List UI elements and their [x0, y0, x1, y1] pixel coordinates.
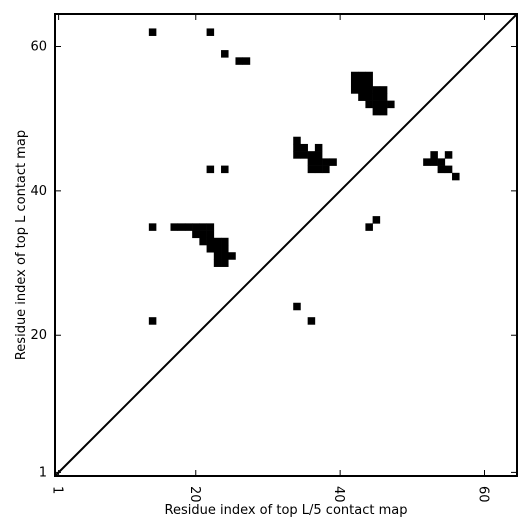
plot-frame [54, 13, 518, 477]
contact-cell [307, 165, 316, 174]
contact-cell [314, 158, 323, 166]
contact-cell [358, 78, 366, 87]
contact-cell [350, 78, 359, 87]
contact-cell [387, 100, 395, 109]
contact-cell [199, 230, 207, 239]
contact-cell [365, 86, 373, 94]
y-tick-label: 1 [39, 465, 47, 480]
contact-cell [307, 151, 316, 159]
contact-cell [372, 93, 381, 101]
contact-cell [235, 57, 243, 65]
contact-cell [307, 158, 316, 166]
x-tick-label: 1 [50, 486, 65, 494]
contact-cell [148, 28, 157, 36]
contact-cell [293, 136, 301, 145]
contact-cell [452, 172, 460, 181]
contact-cell [148, 317, 157, 325]
contact-cell [430, 151, 438, 159]
contact-cell [379, 93, 388, 101]
contact-cell [300, 151, 308, 159]
contact-cell [300, 143, 308, 152]
contact-cell [206, 230, 215, 239]
contact-cell [221, 237, 229, 246]
contact-cell [307, 317, 316, 325]
contact-cell [221, 259, 229, 267]
contact-cell [242, 57, 251, 65]
contact-cell [350, 71, 359, 80]
contact-cell [444, 165, 453, 174]
contact-cell [170, 223, 179, 231]
contact-cell [199, 223, 207, 231]
contact-cell [293, 143, 301, 152]
contact-cell [358, 93, 366, 101]
contact-cell [206, 28, 215, 36]
contact-cell [177, 223, 186, 231]
contact-cell [365, 78, 373, 87]
y-axis-label: Residue index of top L contact map [14, 130, 29, 360]
contact-cell [437, 165, 446, 174]
contact-cell [199, 237, 207, 246]
contact-cell [372, 100, 381, 109]
contact-cell [192, 230, 200, 239]
contact-cell [213, 245, 222, 253]
contact-cell [365, 93, 373, 101]
contact-cell [148, 223, 157, 231]
contact-cell [206, 237, 215, 246]
contact-cell [358, 86, 366, 94]
y-tick-label: 20 [30, 328, 47, 343]
contact-cells [148, 28, 460, 325]
contact-cell [206, 223, 215, 231]
contact-cell [379, 86, 388, 94]
contact-cell [221, 252, 229, 260]
contact-cell [314, 143, 323, 152]
x-axis-label: Residue index of top L/5 contact map [165, 503, 408, 518]
contact-cell [350, 86, 359, 94]
y-tick-label: 60 [30, 39, 47, 54]
contact-cell [372, 86, 381, 94]
contact-cell [184, 223, 193, 231]
x-tick-label: 60 [476, 486, 491, 503]
contact-cell [358, 71, 366, 80]
x-tick-label: 40 [331, 486, 346, 503]
contact-cell [213, 259, 222, 267]
axis-ticks: 1 20 40 60 1 20 40 60 [30, 14, 517, 503]
contact-cell [430, 158, 438, 166]
contact-cell [365, 71, 373, 80]
contact-cell [322, 165, 330, 174]
contact-cell [206, 245, 215, 253]
contact-cell [192, 223, 200, 231]
contact-cell [444, 151, 453, 159]
contact-cell [423, 158, 431, 166]
contact-cell [213, 237, 222, 246]
diagonal-line [54, 13, 518, 477]
contact-cell [293, 302, 301, 311]
contact-cell [206, 165, 215, 174]
contact-cell [221, 165, 229, 174]
contact-cell [365, 223, 373, 231]
contact-cell [329, 158, 337, 166]
contact-cell [379, 107, 388, 116]
contact-cell [365, 100, 373, 109]
contact-cell [437, 158, 446, 166]
contact-cell [314, 151, 323, 159]
y-tick-label: 40 [30, 184, 47, 199]
x-tick-label: 20 [187, 486, 202, 503]
contact-cell [372, 216, 381, 224]
contact-cell [379, 100, 388, 109]
contact-cell [221, 245, 229, 253]
contact-cell [293, 151, 301, 159]
contact-cell [221, 50, 229, 58]
contact-cell [372, 107, 381, 116]
contact-cell [213, 252, 222, 260]
contact-cell [322, 158, 330, 166]
contact-cell [228, 252, 236, 260]
contact-cell [314, 165, 323, 174]
